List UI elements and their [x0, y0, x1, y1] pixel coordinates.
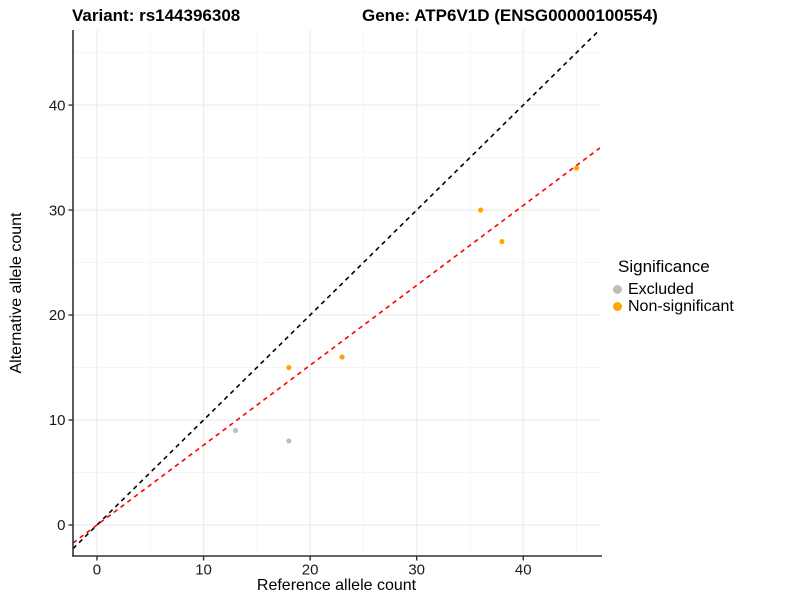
x-tick-label: 10	[195, 562, 212, 579]
y-axis-title: Alternative allele count	[8, 212, 25, 374]
data-point-non-significant	[286, 364, 292, 371]
x-tick-label: 40	[515, 562, 532, 579]
legend-title: Significance	[618, 257, 710, 276]
x-tick-label: 20	[302, 562, 319, 579]
y-tick-label: 20	[49, 307, 66, 324]
x-axis-title: Reference allele count	[256, 577, 417, 594]
data-point-excluded	[232, 427, 239, 434]
y-tick-label: 40	[49, 97, 66, 114]
data-point-non-significant	[478, 207, 484, 213]
y-tick-label: 0	[57, 517, 65, 534]
legend: Significance Excluded Non-significant	[613, 257, 734, 315]
data-point-non-significant	[339, 354, 345, 360]
excluded-swatch-icon	[613, 285, 622, 294]
identity-line	[73, 30, 600, 550]
data-point-non-significant	[573, 165, 580, 171]
legend-item-label: Non-significant	[628, 298, 734, 315]
gene-title: Gene: ATP6V1D (ENSG00000100554)	[362, 6, 658, 25]
non-significant-swatch-icon	[613, 302, 622, 311]
y-tick-label: 10	[49, 412, 66, 429]
variant-title: Variant: rs144396308	[72, 6, 241, 25]
regression-line	[73, 147, 600, 544]
data-point-non-significant	[499, 238, 505, 245]
x-tick-label: 0	[93, 562, 101, 579]
x-tick-label: 30	[408, 562, 425, 579]
data-point-excluded	[286, 438, 292, 444]
legend-item-non-significant: Non-significant	[613, 298, 734, 315]
y-tick-label: 30	[49, 202, 66, 219]
legend-item-excluded: Excluded	[613, 281, 734, 298]
legend-item-label: Excluded	[628, 281, 694, 298]
